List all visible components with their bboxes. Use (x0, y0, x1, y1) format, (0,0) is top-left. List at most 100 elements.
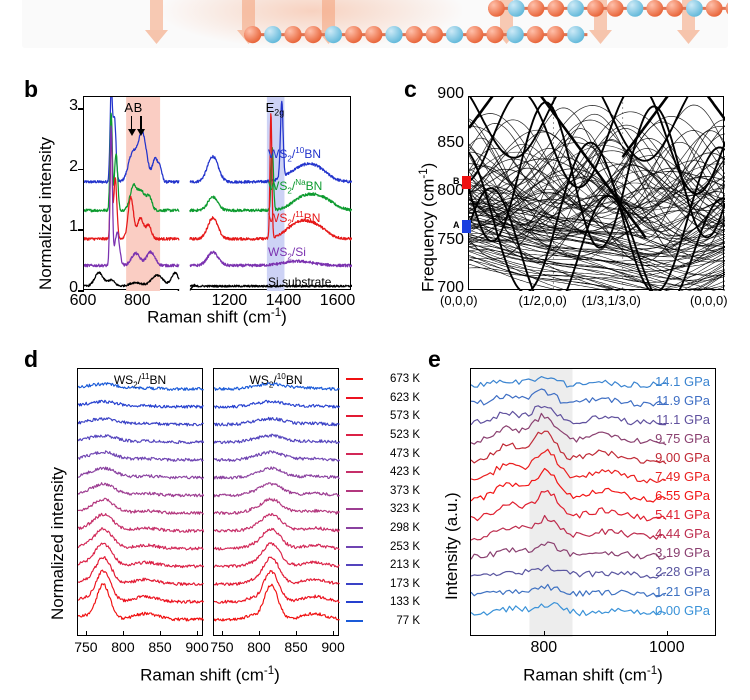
panel-d-xtickmark (160, 631, 162, 636)
panel-d-xtickmark (333, 631, 335, 636)
panel-b-ytickmark (78, 108, 84, 110)
panel-e-label-11.1: 11.1 GPa (656, 412, 710, 428)
panel-c-marker-label-B: B (453, 176, 460, 187)
panel-b-curve-label-0: WS2/10BN (268, 146, 321, 164)
panel-d-legend-label-77: 77 K (396, 615, 420, 628)
panel-e-ylabel: Intensity (a.u.) (442, 492, 461, 600)
panel-d-xtick-1-900: 900 (321, 639, 345, 655)
panel-a-illustration: Phonon 10BN(11BN) (22, 0, 728, 48)
panel-b-marker-E2g: E2g (265, 100, 285, 118)
panel-c-plot (468, 96, 725, 291)
panel-d-legend-swatch-323 (346, 508, 363, 511)
panel-b-xtick-600: 600 (69, 292, 97, 309)
panel-d-subplot-11bn: WS2/11BN (77, 368, 204, 636)
panel-d-legend-swatch-523 (346, 434, 363, 437)
panel-d-legend-label-473: 473 K (389, 447, 420, 460)
panel-b-plot (83, 96, 352, 291)
panel-b-ytick-3: 3 (69, 97, 78, 115)
panel-e-plot (470, 368, 716, 637)
panel-b-ytick-1: 1 (69, 218, 78, 236)
panel-e-xtick-1000: 1000 (649, 639, 685, 656)
panel-e-xtickmark (666, 631, 669, 636)
panel-d-temperature-legend: 673 K 623 K 573 K 523 K 473 K 423 K 373 K 323 K… (346, 370, 420, 630)
panel-d-legend-label-373: 373 K (389, 484, 420, 497)
panel-d-legend-item-133[interactable]: 133 K (346, 593, 420, 612)
panel-b-arrow-B (137, 116, 144, 136)
panel-e-xtick-800: 800 (530, 639, 558, 656)
panel-d-legend-label-253: 253 K (389, 540, 420, 553)
panel-d-legend-swatch-133 (346, 601, 363, 604)
panel-d-legend-item-77[interactable]: 77 K (346, 612, 420, 631)
panel-d-legend-label-673: 673 K (389, 373, 420, 386)
panel-d-legend-item-573[interactable]: 573 K (346, 407, 420, 426)
panel-d-legend-item-623[interactable]: 623 K (346, 389, 420, 408)
panel-d-legend-item-523[interactable]: 523 K (346, 426, 420, 445)
panel-d-legend-item-423[interactable]: 423 K (346, 463, 420, 482)
panel-d-legend-item-373[interactable]: 373 K (346, 482, 420, 501)
panel-d-legend-swatch-473 (346, 452, 363, 455)
panel-b-ytick-0: 0 (69, 279, 78, 296)
panel-d-legend-item-213[interactable]: 213 K (346, 556, 420, 575)
panel-d-legend-item-323[interactable]: 323 K (346, 500, 420, 519)
panel-letter-e: e (428, 346, 441, 372)
panel-d-subplot-10bn: WS2/10BN (213, 368, 340, 636)
atom-chain-left (145, 0, 728, 44)
panel-b-xtick-1400: 1400 (265, 292, 302, 309)
panel-d-legend-item-253[interactable]: 253 K (346, 537, 420, 556)
panel-d-xtickmark (221, 631, 224, 636)
panel-d-xtickmark (122, 631, 125, 636)
panel-d-legend-label-133: 133 K (389, 596, 420, 609)
panel-d-xtick-0-850: 850 (148, 639, 172, 655)
panel-b-xtick-800: 800 (124, 292, 151, 309)
panel-b-marker-B: B (133, 100, 143, 115)
panel-letter-b: b (24, 76, 39, 102)
panel-d-legend-item-673[interactable]: 673 K (346, 370, 420, 389)
panel-d-legend-swatch-77 (346, 620, 363, 623)
panel-d-xtick-0-800: 800 (111, 639, 135, 655)
panel-d-legend-item-473[interactable]: 473 K (346, 444, 420, 463)
panel-d-xtickmark (197, 631, 199, 636)
panel-d-legend-label-523: 523 K (389, 429, 420, 442)
panel-e-xtickmark (543, 631, 546, 636)
panel-d-legend-label-423: 423 K (389, 466, 420, 479)
panel-e-label-9.75: 9.75 GPa (655, 431, 710, 447)
panel-c-xtick-0: (0,0,0) (440, 293, 478, 308)
panel-b-marker-A: A (124, 100, 134, 115)
panel-d-legend-swatch-673 (346, 378, 363, 381)
panel-b-curve-label-1: WS2/NaBN (268, 178, 323, 196)
panel-d-xtick-0-900: 900 (185, 639, 209, 655)
panel-d-legend-label-298: 298 K (389, 522, 420, 535)
panel-letter-c: c (404, 76, 417, 102)
panel-e-label-7.49: 7.49 GPa (655, 469, 710, 485)
panel-d-legend-swatch-423 (346, 471, 363, 474)
panel-d-legend-label-623: 623 K (389, 391, 420, 404)
panel-b-xtick-1600: 1600 (319, 292, 356, 309)
panel-d-legend-swatch-373 (346, 489, 363, 492)
panel-c-marker-label-A: A (453, 219, 460, 230)
panel-e-label-14.1: 14.1 GPa (655, 374, 710, 389)
panel-c-ytick-700: 700 (437, 279, 464, 296)
panel-d-xtick-0-750: 750 (74, 639, 98, 655)
panel-d-legend-swatch-573 (346, 415, 363, 418)
panel-e-label-9: 9.00 GPa (655, 450, 710, 466)
panel-d-xtickmark (85, 631, 88, 636)
panel-b-xtick-1200: 1200 (211, 292, 248, 309)
panel-b-arrow-A (128, 116, 135, 136)
panel-c-xtick-2: (1/3,1/3,0) (581, 293, 641, 308)
panel-e-label-6.55: 6.55 GPa (655, 488, 710, 504)
panel-d-xtick-1-800: 800 (247, 639, 271, 655)
panel-d-ylabel: Normalized intensity (48, 466, 67, 620)
panel-c-ytick-800: 800 (437, 182, 464, 199)
panel-letter-d: d (24, 346, 39, 372)
panel-c-xtick-3: (0,0,0) (690, 293, 728, 308)
panel-d-legend-swatch-213 (346, 564, 363, 567)
panel-d-legend-item-298[interactable]: 298 K (346, 519, 420, 538)
panel-e-label-0: 0.00 GPa (655, 602, 710, 618)
panel-b-curve-label-2: WS2/11BN (268, 210, 321, 228)
panel-d-legend-swatch-173 (346, 582, 363, 585)
panel-b-ytickmark (78, 290, 84, 292)
panel-e-label-2.28: 2.28 GPa (655, 564, 710, 580)
panel-d-xtickmark (258, 631, 261, 636)
panel-d-legend-item-173[interactable]: 173 K (346, 575, 420, 594)
panel-d-legend-label-213: 213 K (389, 559, 420, 572)
